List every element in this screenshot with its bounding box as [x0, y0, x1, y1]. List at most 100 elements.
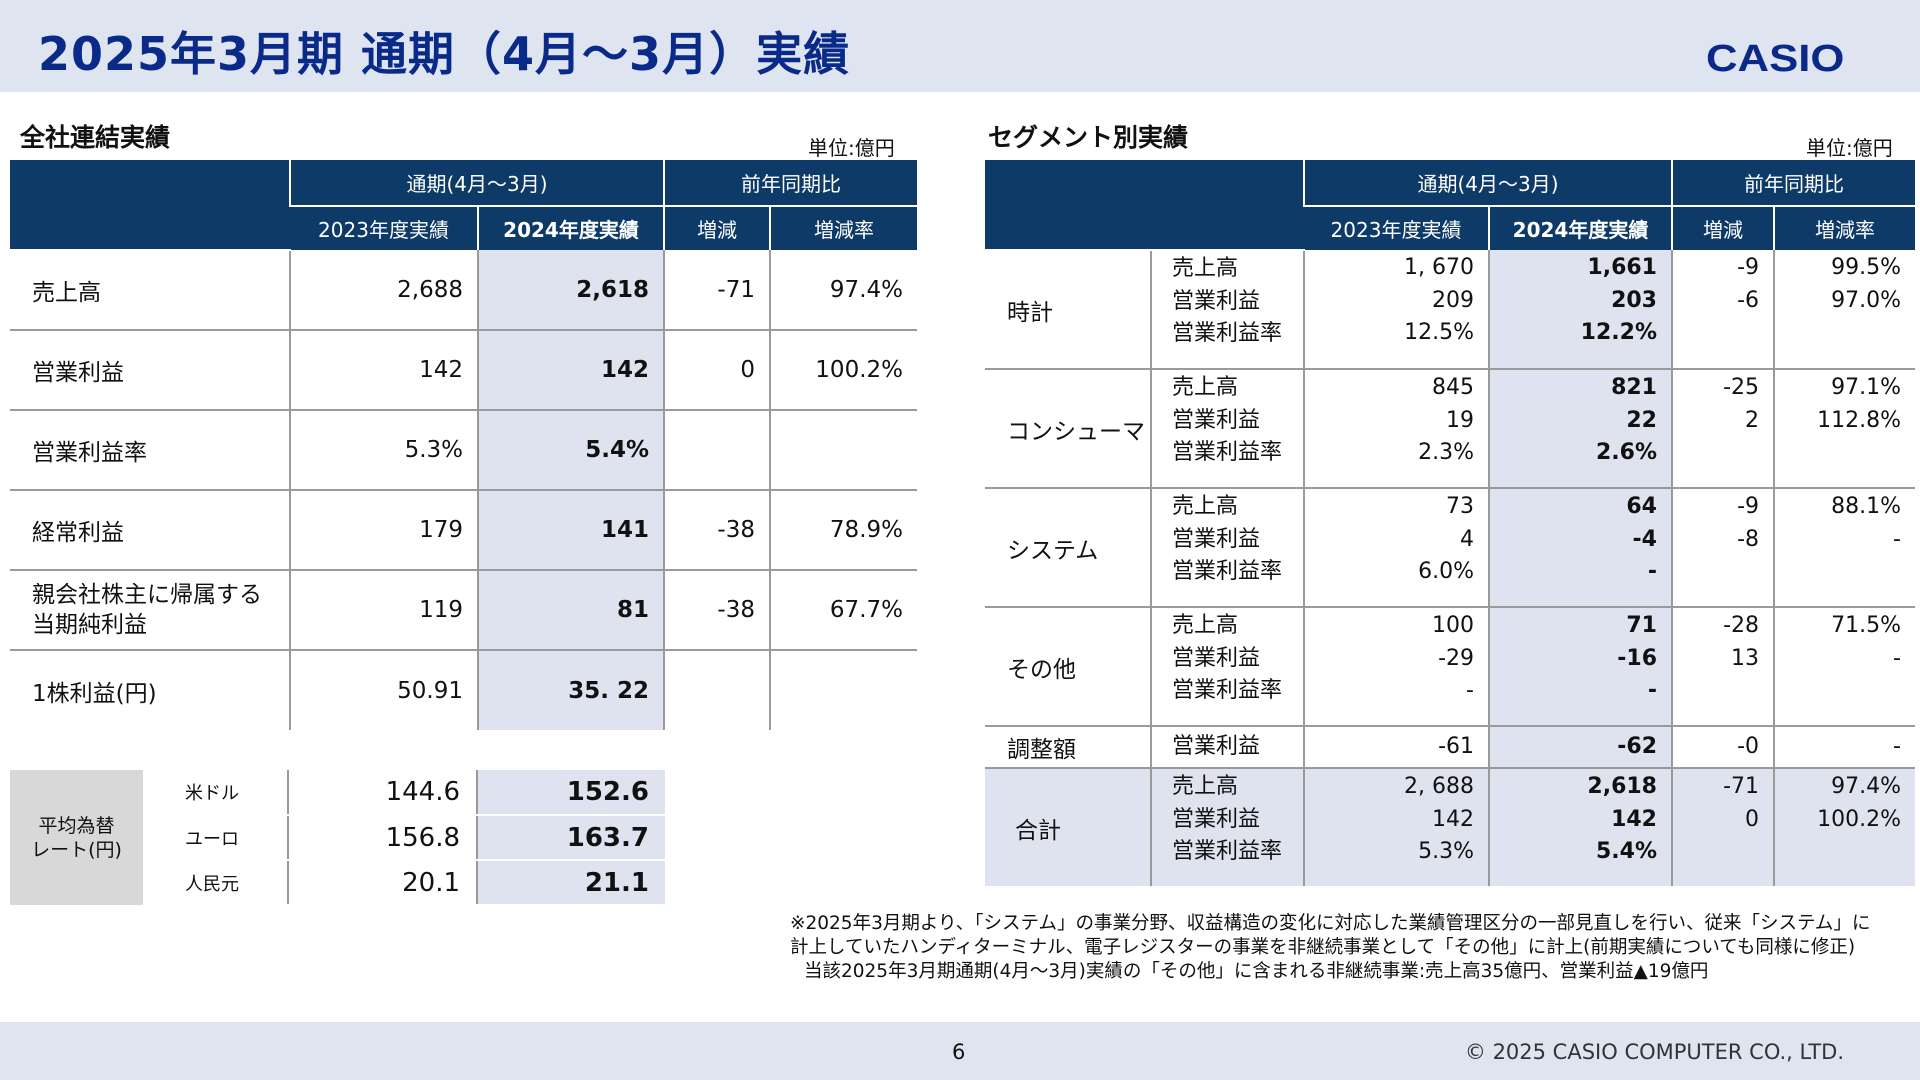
segment-cur: 821 22 2.6% [1488, 369, 1672, 489]
cur-value: 22 [1626, 407, 1657, 433]
item-label: 売上高 [1172, 613, 1239, 638]
diff-value: -9 [1737, 494, 1759, 519]
diff-value: -0 [1671, 726, 1774, 769]
segment-cur: 1,661 203 12.2% [1488, 250, 1672, 370]
segment-items: 売上高 営業利益 営業利益率 [1150, 250, 1304, 370]
segment-prev: 1, 670 209 12.5% [1303, 250, 1489, 370]
item-label: 営業利益 [1172, 806, 1261, 832]
row-label: 1株利益(円) [32, 680, 157, 707]
segment-items: 売上高 営業利益 営業利益率 [1150, 488, 1304, 608]
rate-value: 97.4% [1831, 774, 1901, 799]
table-row: 売上高 2,688 2,618 -71 97.4% [10, 250, 917, 331]
segment-row: システム 売上高 営業利益 営業利益率 73 4 6.0% 64 -4- -9 -8 88.… [985, 488, 1915, 608]
rate-value: 78.9% [769, 490, 917, 571]
header-rate: 増減率 [769, 206, 917, 250]
segment-results-table: 通期(4月～3月) 前年同期比 2023年度実績 2024年度実績 増減 増減率… [985, 160, 1915, 886]
rate-value: 100.2% [769, 330, 917, 411]
prev-value: 73 [1446, 494, 1474, 519]
prev-value: 179 [289, 490, 478, 571]
fx-row: ユーロ 156.8 163.7 [10, 815, 665, 861]
cur-value: 203 [1611, 287, 1657, 313]
prev-value: 209 [1432, 287, 1474, 313]
header-blank [10, 160, 290, 251]
header-period: 通期(4月～3月) [289, 160, 664, 207]
rate-value: 88.1% [1831, 494, 1901, 519]
rate-value: 99.5% [1831, 255, 1901, 280]
segment-rate: 88.1% - [1773, 488, 1915, 608]
cur-value: 1,661 [1587, 255, 1657, 280]
segment-prev: 73 4 6.0% [1303, 488, 1489, 608]
segment-diff: -9 -6 [1671, 250, 1774, 370]
table-row: 営業利益率 5.3% 5.4% [10, 410, 917, 491]
prev-value: 2,688 [289, 250, 478, 331]
rate-value: 100.2% [1817, 806, 1901, 832]
fx-prev: 156.8 [287, 815, 477, 861]
item-label: 営業利益 [1172, 407, 1261, 433]
row-label: 営業利益 [10, 330, 290, 411]
segment-name: その他 [985, 607, 1151, 727]
item-label: 売上高 [1172, 256, 1239, 281]
footnotes: ※2025年3月期より、「システム」の事業分野、収益構造の変化に対応した業績管理… [790, 912, 1870, 984]
segment-diff: -28 13 [1671, 607, 1774, 727]
cur-value: 64 [1626, 494, 1657, 519]
prev-value: 2.3% [1418, 440, 1474, 465]
fx-label: 平均為替 レート(円) [10, 770, 143, 905]
prev-value: 119 [289, 570, 478, 651]
segment-cur: 71 -16 - [1488, 607, 1672, 727]
header-prev-year: 2023年度実績 [1304, 206, 1489, 250]
fx-row: 平均為替 レート(円) 米ドル 144.6 152.6 [10, 770, 665, 905]
item-label: 売上高 [1172, 375, 1239, 400]
diff-value: -25 [1723, 375, 1759, 400]
item-label: 営業利益 [1172, 288, 1261, 314]
table-row: 1株利益(円) 50.91 35. 22 [10, 650, 917, 730]
cur-value: 141 [477, 490, 664, 571]
cur-value: -62 [1488, 726, 1672, 769]
rate-value: 67.7% [769, 570, 917, 651]
left-section-title: 全社連結実績 [20, 123, 171, 152]
segment-name: 時計 [985, 250, 1151, 370]
table-row: 親会社株主に帰属する 当期純利益 119 81 -38 67.7% [10, 570, 917, 651]
header-diff: 増減 [663, 206, 770, 250]
fx-cur: 163.7 [476, 815, 665, 861]
row-label-line2: 当期純利益 [32, 612, 147, 638]
prev-value: 12.5% [1404, 320, 1474, 345]
cur-value: -4 [1632, 526, 1657, 552]
prev-value: 100 [1432, 613, 1474, 638]
footnote-line: 当該2025年3月期通期(4月～3月)実績の「その他」に含まれる非継続事業:売上… [804, 961, 1709, 982]
header-cur-year: 2024年度実績 [1488, 206, 1672, 250]
segment-items: 売上高 営業利益 営業利益率 [1150, 369, 1304, 489]
footer-bar [0, 1022, 1920, 1080]
prev-value: 142 [1432, 806, 1474, 832]
fx-rate-table: 平均為替 レート(円) 米ドル 144.6 152.6 ユーロ 156.8 16… [10, 770, 665, 906]
page-number: 6 [952, 1040, 966, 1064]
rate-value: 97.4% [769, 250, 917, 331]
item-label: 営業利益率 [1172, 559, 1283, 584]
cur-value: 142 [1611, 806, 1657, 832]
rate-value [769, 410, 917, 491]
segment-items: 売上高 営業利益 営業利益率 [1150, 768, 1304, 886]
cur-value: 2.6% [1595, 440, 1657, 465]
fx-cur: 152.6 [476, 770, 665, 816]
prev-value: 5.3% [289, 410, 478, 491]
prev-value: -29 [1438, 645, 1474, 671]
segment-diff: -71 0 [1671, 768, 1774, 886]
fx-prev: 144.6 [287, 770, 477, 816]
segment-rate: 99.5% 97.0% [1773, 250, 1915, 370]
rate-value: 112.8% [1817, 407, 1901, 433]
header-prev-year: 2023年度実績 [290, 206, 478, 250]
segment-name: 合計 [985, 768, 1151, 886]
prev-value: 6.0% [1418, 559, 1474, 584]
left-unit-label: 単位:億円 [808, 136, 895, 160]
row-label-line1: 親会社株主に帰属する [32, 582, 262, 608]
rate-value: 97.1% [1831, 375, 1901, 400]
cur-value: - [1647, 678, 1657, 703]
cur-value: 5.4% [477, 410, 664, 491]
segment-rate: 97.4% 100.2% [1773, 768, 1915, 886]
header-bar [0, 0, 1920, 92]
diff-value: -8 [1737, 526, 1759, 552]
rate-value: - [1893, 526, 1901, 552]
cur-value: 71 [1626, 613, 1657, 638]
footnote-line: 計上していたハンディターミナル、電子レジスターの事業を非継続事業として「その他」… [790, 937, 1856, 958]
item-label: 売上高 [1172, 774, 1239, 799]
segment-row: その他 売上高 営業利益 営業利益率 100 -29- 71 -16- -28 13 71… [985, 607, 1915, 727]
